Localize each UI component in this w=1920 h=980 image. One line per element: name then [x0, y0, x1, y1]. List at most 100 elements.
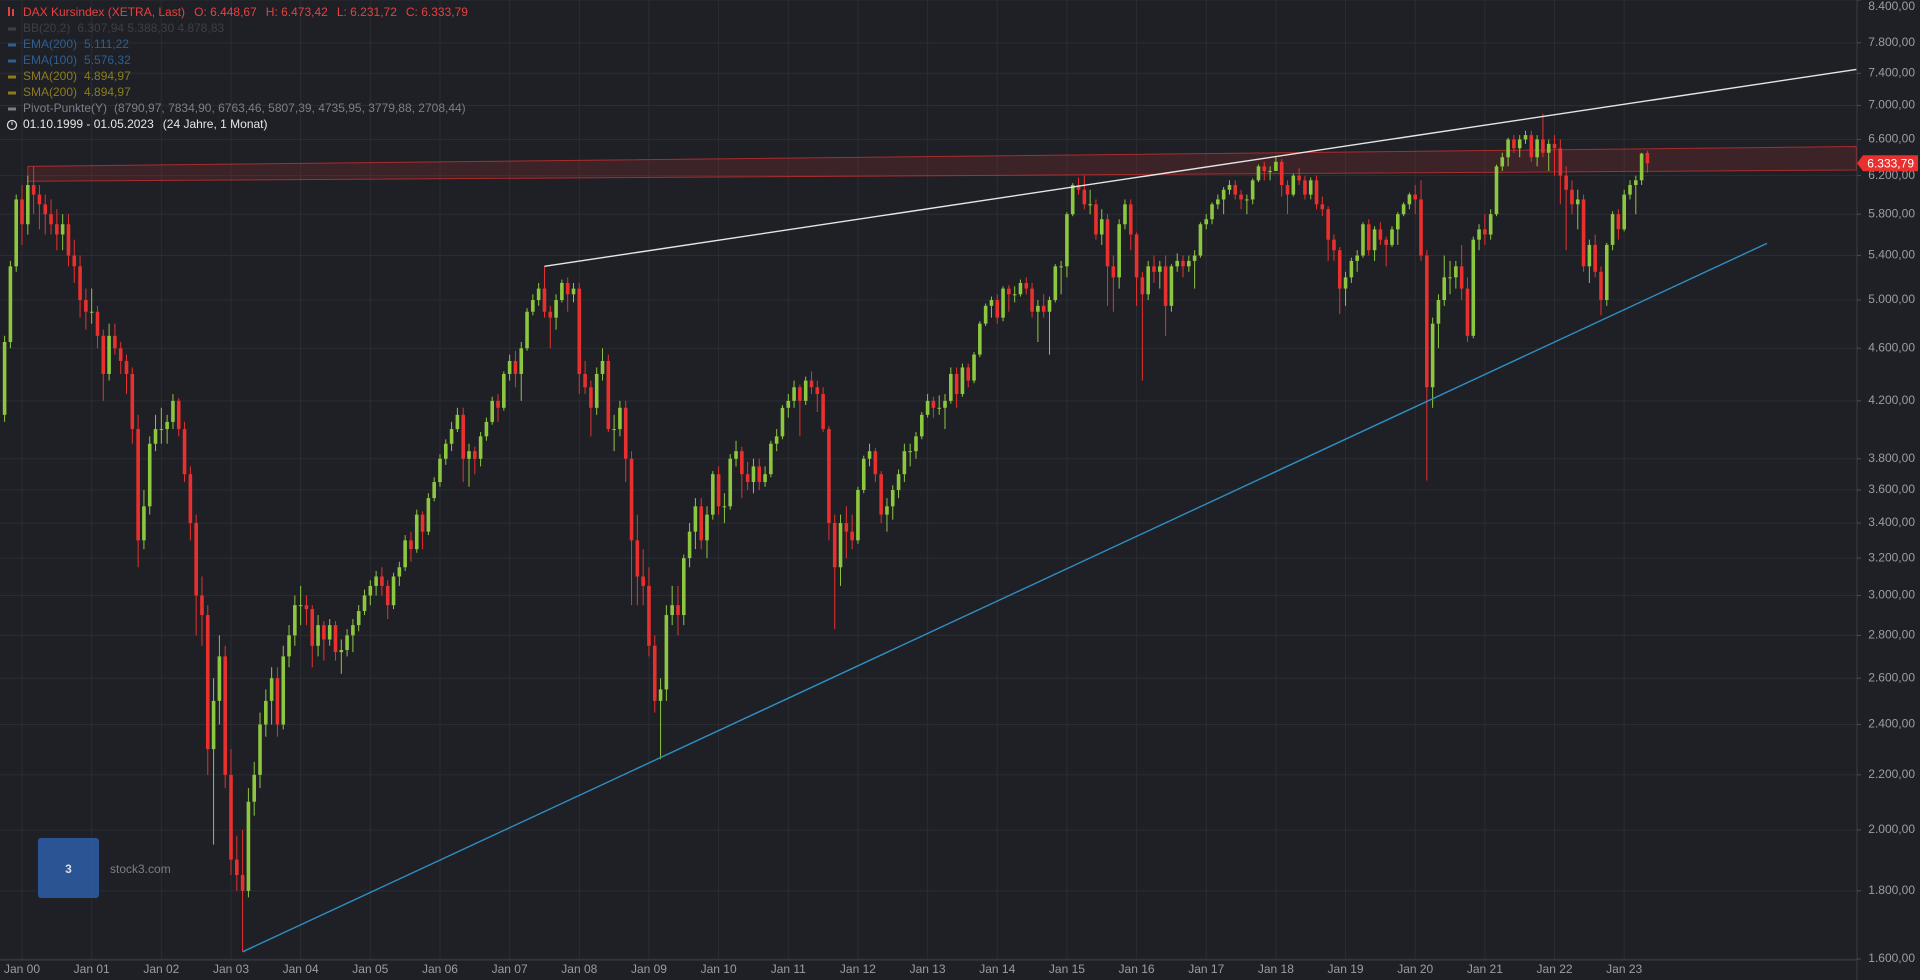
candle-body	[1541, 139, 1545, 153]
candle-body	[670, 605, 674, 616]
x-tick-label: Jan 11	[771, 962, 806, 976]
candle-body	[1430, 323, 1435, 388]
watermark-logo-mark: 3	[65, 862, 72, 876]
candle-body	[658, 689, 663, 701]
candle-body	[1285, 185, 1290, 195]
candle-body	[84, 300, 88, 312]
candle-body	[1604, 244, 1609, 301]
candle-body	[995, 300, 1000, 318]
candle-body	[43, 204, 48, 215]
candle-body	[902, 451, 907, 475]
trendline	[242, 242, 1768, 953]
candle-body	[484, 421, 489, 437]
candle-body	[943, 400, 947, 408]
candle-body	[455, 414, 460, 430]
x-tick-label: Jan 21	[1467, 962, 1503, 976]
candle-body	[1227, 185, 1232, 190]
candle-body	[171, 400, 175, 422]
candle-body	[1140, 277, 1145, 295]
candle-body	[438, 458, 442, 483]
candle-body	[322, 625, 326, 640]
trendlines	[242, 68, 1857, 953]
candle-body	[490, 400, 495, 422]
y-tick-label: 6.600,00	[1868, 132, 1915, 146]
candle-body	[1018, 282, 1023, 295]
candle-body	[426, 498, 431, 532]
legend-indicator-values: (8790,97, 7834,90, 6763,46, 5807,39, 473…	[114, 101, 466, 115]
candle-body	[745, 474, 750, 483]
candle-body	[954, 373, 959, 395]
candle-body	[310, 609, 315, 646]
candle-body	[1384, 239, 1388, 245]
legend-indicator-name: SMA(200)	[23, 69, 77, 83]
candle-body	[223, 656, 227, 775]
candle-body	[188, 474, 193, 524]
candle-body	[1477, 229, 1481, 240]
candle-body	[1320, 204, 1325, 210]
candle-body	[1471, 239, 1476, 336]
candle-body	[763, 474, 767, 483]
legend-swatch	[8, 27, 16, 31]
legend-indicator-name: SMA(200)	[23, 85, 77, 99]
candle-body	[931, 400, 936, 408]
candle-body	[983, 305, 988, 324]
watermark: 3 stock3.com	[38, 838, 171, 898]
candle-body	[728, 458, 733, 507]
candle-body	[1036, 305, 1040, 312]
candle-body	[1041, 305, 1046, 312]
legend: DAX Kursindex (XETRA, Last) O: 6.448,67 H:…	[6, 5, 468, 131]
candle-body	[89, 311, 94, 313]
y-tick-label: 5.400,00	[1868, 248, 1915, 262]
candle-body	[1326, 209, 1330, 240]
legend-indicator-values: 4.894,97	[84, 69, 131, 83]
candle-body	[1187, 260, 1191, 267]
y-tick-label: 2.400,00	[1868, 717, 1915, 731]
candle-body	[397, 567, 402, 577]
candle-body	[72, 255, 77, 267]
y-tick-label: 2.800,00	[1868, 628, 1915, 642]
x-tick-label: Jan 18	[1258, 962, 1294, 976]
candle-body	[1500, 157, 1505, 167]
candle-body	[449, 429, 454, 444]
candle-body	[1639, 153, 1644, 181]
candle-body	[1564, 175, 1568, 190]
candle-body	[1053, 266, 1058, 301]
candle-body	[1599, 271, 1603, 301]
candle-body	[229, 774, 233, 860]
candle-body	[1088, 204, 1092, 206]
candle-body	[385, 585, 390, 606]
legend-indicator-name: Pivot-Punkte(Y)	[23, 101, 107, 115]
candle-body	[287, 635, 291, 657]
candle-body	[130, 373, 135, 430]
candle-body	[1616, 214, 1621, 230]
candle-body	[293, 605, 297, 636]
candle-body	[606, 360, 611, 430]
candle-body	[66, 224, 71, 256]
candle-body	[118, 348, 123, 361]
y-tick-label: 2.600,00	[1868, 670, 1915, 684]
candle-body	[1575, 199, 1580, 205]
x-tick-label: Jan 01	[74, 962, 110, 976]
candle-body	[600, 360, 605, 374]
candle-body	[182, 429, 187, 475]
candle-body	[362, 595, 367, 612]
candle-body	[55, 224, 59, 235]
candle-body	[165, 421, 169, 430]
axes: 1.600,00 1.800,00 2.000,00 2.200,00 2.400,00…	[4, 0, 1918, 976]
x-tick-label: Jan 08	[561, 962, 597, 976]
watermark-logo	[38, 838, 99, 898]
candle-body	[641, 576, 645, 586]
legend-swatch	[8, 75, 16, 79]
candle-body	[1396, 214, 1400, 230]
candle-body	[1645, 152, 1650, 164]
candle-body	[809, 380, 814, 388]
legend-icon	[8, 7, 10, 16]
candle-body	[879, 474, 883, 515]
candle-body	[1593, 244, 1597, 272]
candle-body	[1535, 139, 1539, 158]
y-tick-label: 7.800,00	[1868, 35, 1915, 49]
candle-body	[536, 288, 541, 301]
candle-body	[205, 615, 210, 750]
legend-indicator-name: EMA(100)	[23, 53, 77, 67]
candle-body	[298, 605, 303, 607]
